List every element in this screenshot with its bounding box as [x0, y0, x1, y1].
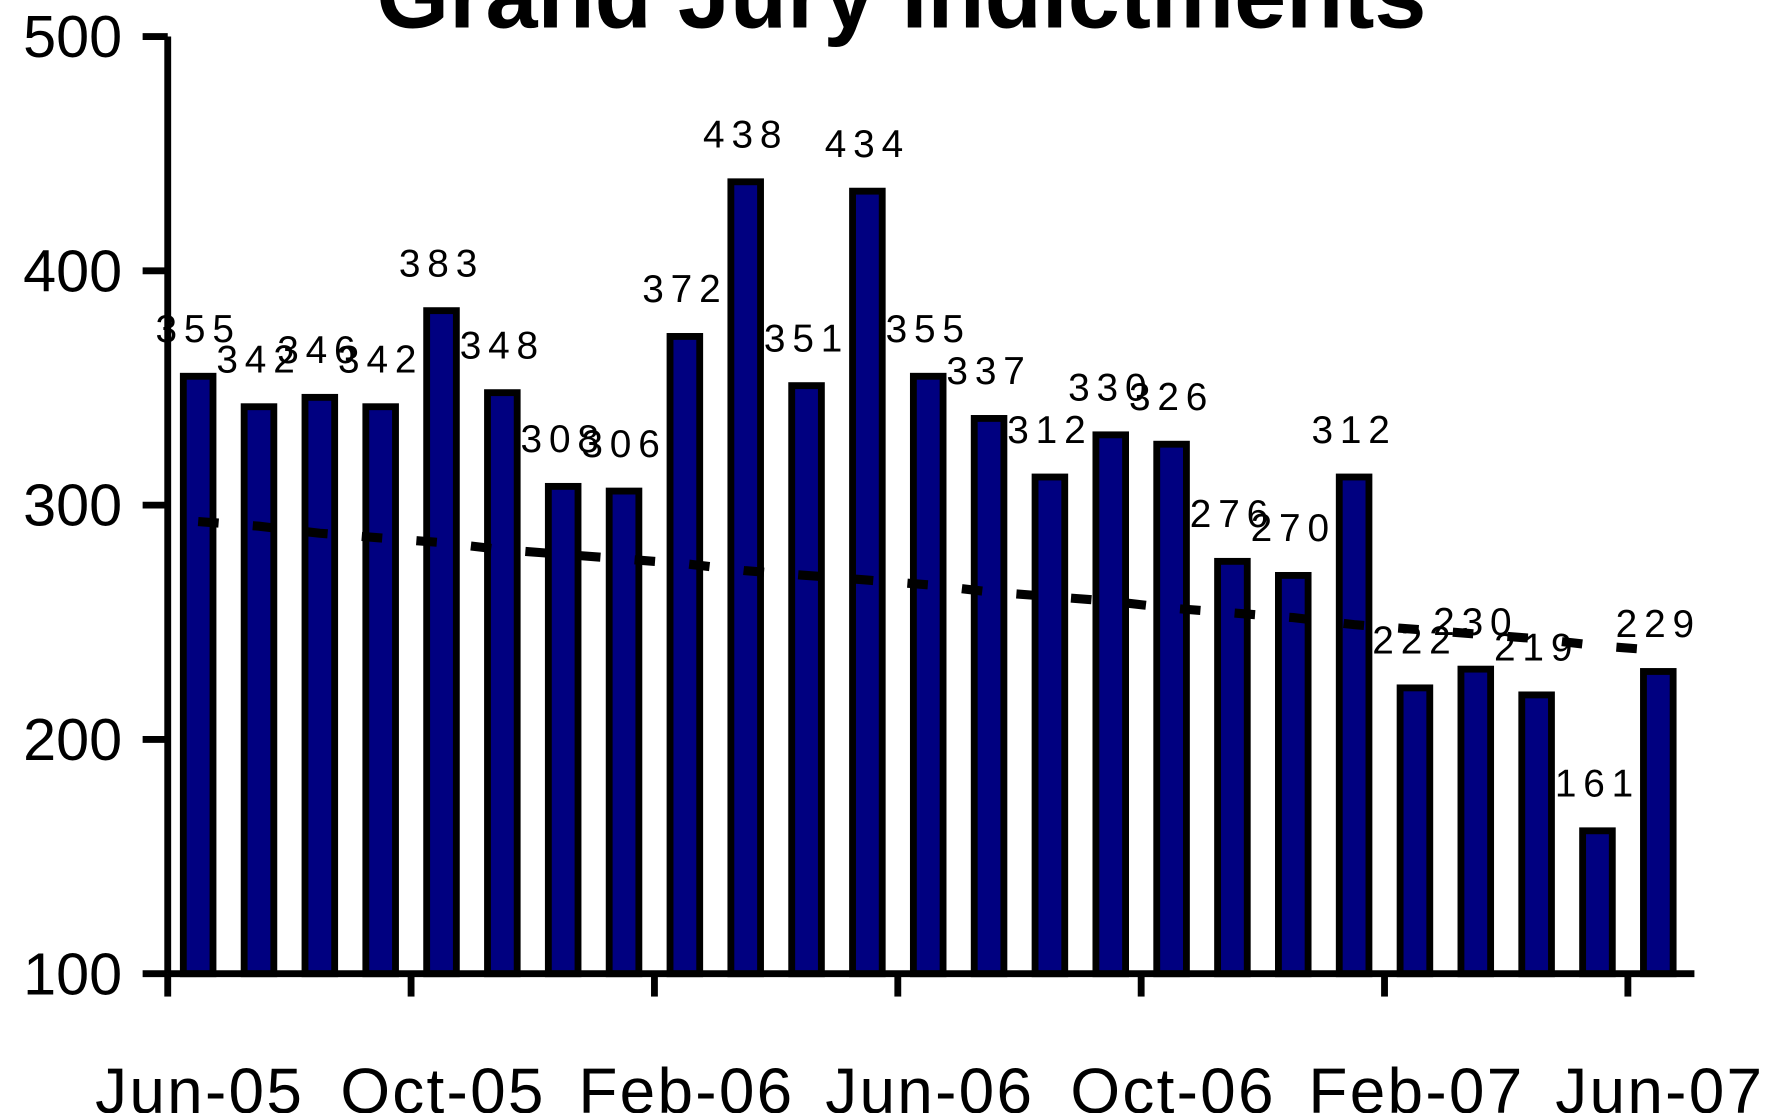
x-tick-label: Jun-05	[95, 1055, 304, 1113]
bar	[1457, 665, 1495, 978]
bar	[1335, 473, 1373, 978]
bar	[1214, 557, 1251, 978]
data-label: 346	[277, 329, 362, 372]
data-label: 355	[156, 308, 241, 351]
bar	[1092, 431, 1129, 978]
bar	[909, 372, 947, 978]
trend-line	[197, 516, 1659, 655]
y-tick-label: 300	[23, 472, 122, 539]
bar	[1153, 440, 1190, 978]
data-label: 372	[642, 268, 727, 311]
data-label: 229	[1616, 603, 1701, 646]
bar	[605, 487, 643, 978]
data-label: 383	[399, 242, 484, 285]
y-tick-label: 100	[23, 940, 122, 1007]
bar	[970, 415, 1008, 978]
y-tick-label: 200	[23, 706, 122, 773]
bar	[362, 403, 399, 978]
bar	[1275, 571, 1312, 978]
data-label: 276	[1190, 493, 1275, 536]
bar	[1640, 668, 1677, 978]
data-label: 219	[1494, 627, 1579, 670]
y-tick-label: 400	[23, 237, 122, 304]
bar	[788, 382, 825, 978]
data-label: 351	[764, 317, 849, 360]
x-tick-label: Jun-07	[1555, 1055, 1764, 1113]
data-label: 308	[521, 418, 606, 461]
bar	[240, 403, 278, 978]
data-label: 326	[1129, 376, 1214, 419]
data-label: 355	[886, 308, 971, 351]
data-label: 312	[1007, 409, 1092, 452]
data-label: 330	[1068, 367, 1153, 410]
data-label: 342	[216, 338, 301, 381]
bar	[484, 389, 521, 978]
data-label: 270	[1251, 507, 1336, 550]
bar	[1396, 684, 1434, 978]
bar	[179, 372, 217, 978]
bar	[666, 333, 704, 978]
bar	[727, 178, 764, 978]
bar	[544, 482, 582, 978]
x-tick-label: Oct-06	[1070, 1055, 1275, 1113]
bar	[301, 393, 339, 978]
x-tick-label: Feb-07	[1308, 1055, 1524, 1113]
bar	[1031, 473, 1069, 978]
x-tick-label: Jun-06	[825, 1055, 1034, 1113]
x-tick-label: Feb-06	[578, 1055, 794, 1113]
y-tick-label: 500	[23, 3, 122, 70]
bar	[1518, 691, 1555, 978]
bar	[423, 307, 460, 978]
bar	[1579, 827, 1616, 978]
data-label: 312	[1311, 409, 1396, 452]
x-tick-label: Oct-05	[340, 1055, 545, 1113]
data-label: 161	[1555, 763, 1640, 806]
data-label: 348	[460, 324, 545, 367]
data-label: 342	[338, 338, 423, 381]
data-label: 337	[946, 350, 1031, 393]
data-label: 434	[825, 123, 910, 166]
data-label: 306	[581, 423, 666, 466]
chart-title: Grand Jury Indictments	[376, 0, 1426, 47]
data-label: 438	[703, 114, 788, 157]
